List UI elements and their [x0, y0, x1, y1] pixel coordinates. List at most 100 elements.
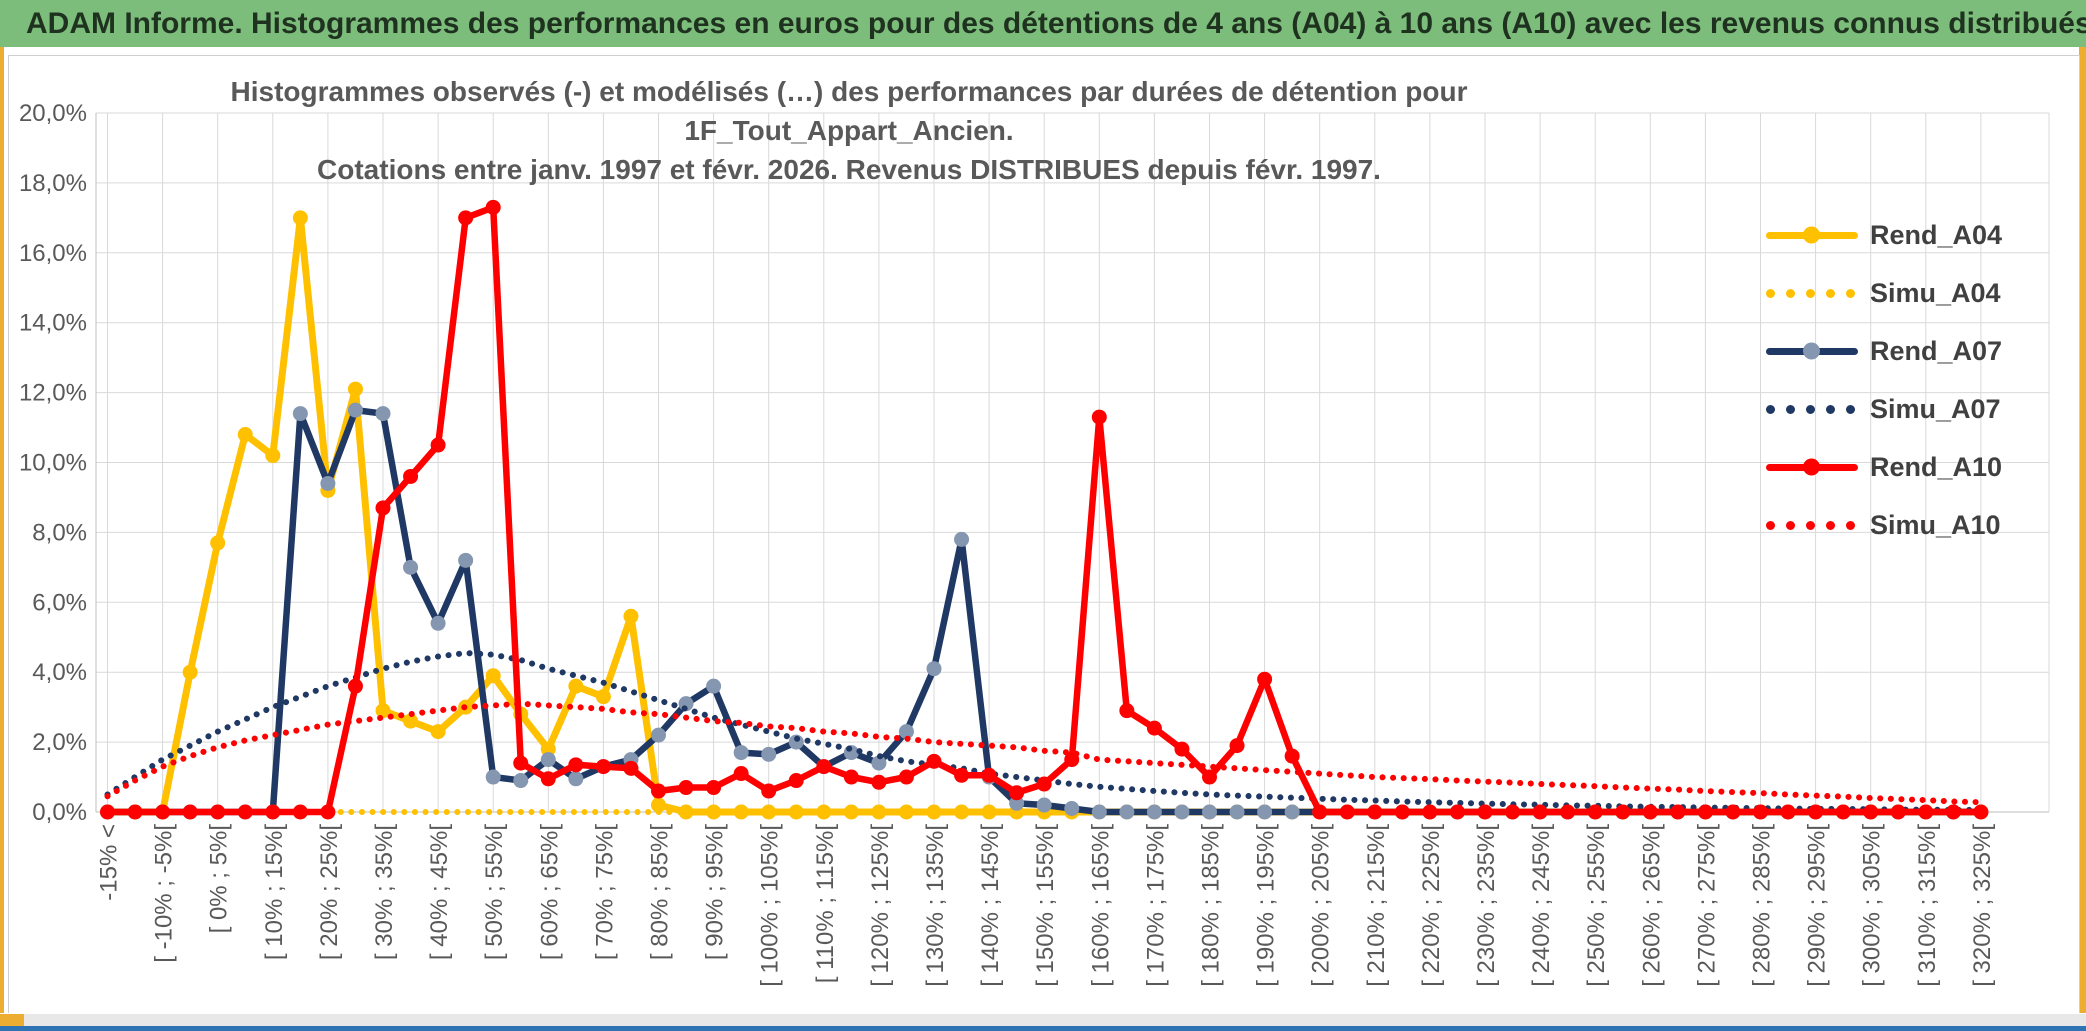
series-Simu_A07[interactable]: [104, 650, 1984, 813]
marker-Rend_A10: [1505, 804, 1521, 820]
x-tick-label: [ 0% ; 5%[: [206, 824, 233, 934]
marker-Rend_A10: [1422, 804, 1438, 820]
marker-Rend_A04: [237, 427, 253, 443]
marker-Rend_A04: [898, 804, 914, 820]
marker-Rend_A07: [430, 615, 446, 631]
x-tick-label: -15% <: [96, 824, 123, 901]
legend-item-Rend_A10[interactable]: Rend_A10: [1766, 438, 2002, 496]
x-tick-label: [ 210% ; 215%[: [1363, 824, 1390, 987]
x-tick-label: [ 40% ; 45%[: [426, 824, 453, 960]
app-title-bar: ADAM Informe. Histogrammes des performan…: [0, 0, 2086, 47]
marker-Rend_A07: [706, 678, 722, 694]
marker-Rend_A07: [375, 406, 391, 422]
marker-Rend_A10: [1284, 748, 1300, 764]
marker-Rend_A10: [540, 771, 556, 787]
marker-Rend_A04: [265, 448, 281, 464]
marker-Rend_A10: [1863, 804, 1879, 820]
legend-item-Simu_A07[interactable]: Simu_A07: [1766, 380, 2001, 438]
x-tick-label: [ 160% ; 165%[: [1087, 824, 1114, 987]
marker-Rend_A10: [623, 760, 639, 776]
marker-Rend_A04: [761, 804, 777, 820]
marker-Rend_A10: [1615, 804, 1631, 820]
x-tick-label: [ 220% ; 225%[: [1418, 824, 1445, 987]
legend-item-Simu_A04[interactable]: Simu_A04: [1766, 264, 2001, 322]
x-tick-label: [ 310% ; 315%[: [1914, 824, 1941, 987]
marker-Rend_A10: [403, 468, 419, 484]
marker-Rend_A04: [623, 608, 639, 624]
x-tick-label: [ 90% ; 95%[: [702, 824, 729, 960]
marker-Rend_A10: [1670, 804, 1686, 820]
marker-Rend_A07: [1091, 804, 1107, 820]
marker-Rend_A10: [788, 773, 804, 789]
x-tick-label: [ 60% ; 65%[: [536, 824, 563, 960]
y-tick-label: 0,0%: [32, 799, 87, 826]
marker-Rend_A07: [733, 745, 749, 761]
marker-Rend_A10: [1835, 804, 1851, 820]
legend-label: Rend_A10: [1870, 451, 2003, 482]
marker-Rend_A10: [430, 437, 446, 453]
x-tick-label: [ 120% ; 125%[: [867, 824, 894, 987]
x-tick-label: [ 150% ; 155%[: [1032, 824, 1059, 987]
legend-item-Simu_A10[interactable]: Simu_A10: [1766, 496, 2001, 554]
right-gold-border: [2079, 47, 2086, 1026]
x-tick-label: [ 190% ; 195%[: [1253, 824, 1280, 987]
marker-Rend_A10: [1945, 804, 1961, 820]
marker-Rend_A10: [347, 678, 363, 694]
marker-Rend_A10: [1229, 738, 1245, 754]
legend-item-Rend_A04[interactable]: Rend_A04: [1766, 206, 2002, 264]
y-tick-label: 2,0%: [32, 729, 87, 756]
marker-Rend_A07: [1064, 801, 1080, 817]
marker-Rend_A07: [871, 755, 887, 771]
series-line-Simu_A07[interactable]: [104, 650, 1984, 813]
y-tick-label: 16,0%: [19, 240, 87, 267]
marker-Rend_A07: [1229, 804, 1245, 820]
marker-Rend_A10: [320, 804, 336, 820]
legend-label: Simu_A10: [1870, 509, 2001, 540]
marker-Rend_A07: [485, 769, 501, 785]
x-tick-label: [ 130% ; 135%[: [922, 824, 949, 987]
legend-label: Rend_A04: [1870, 219, 2003, 250]
marker-Rend_A04: [182, 664, 198, 680]
series-Simu_A10[interactable]: [104, 700, 1984, 806]
marker-Rend_A07: [651, 727, 666, 743]
x-tick-label: [ 320% ; 325%[: [1969, 824, 1996, 987]
y-tick-label: 10,0%: [19, 450, 87, 477]
marker-Rend_A07: [292, 406, 308, 422]
x-tick-label: [ 50% ; 55%[: [481, 824, 508, 960]
marker-Rend_A07: [1119, 804, 1135, 820]
marker-Rend_A10: [1725, 804, 1741, 820]
marker-Rend_A10: [1449, 804, 1465, 820]
marker-Rend_A10: [1394, 804, 1410, 820]
bottom-blue-strip: [0, 1026, 2086, 1031]
marker-Rend_A10: [1642, 804, 1658, 820]
horizontal-scrollbar[interactable]: [0, 1013, 2086, 1027]
chart-area[interactable]: 0,0% 2,0% 4,0% 6,0% 8,0% 10,0% 12,0% 14,0% 16,0%…: [8, 55, 2080, 1015]
marker-Rend_A04: [292, 210, 308, 226]
legend-sample-dotted-icon: [1766, 520, 1858, 530]
y-tick-label: 20,0%: [19, 100, 87, 127]
marker-Rend_A10: [292, 804, 308, 820]
marker-Rend_A07: [926, 661, 942, 677]
marker-Rend_A10: [981, 767, 997, 783]
marker-Rend_A10: [1532, 804, 1548, 820]
marker-Rend_A04: [430, 724, 446, 740]
marker-Rend_A10: [1973, 804, 1989, 820]
legend-sample-solid-icon: [1766, 458, 1858, 476]
legend-item-Rend_A07[interactable]: Rend_A07: [1766, 322, 2002, 380]
marker-Rend_A10: [1560, 804, 1576, 820]
chart-canvas: 0,0% 2,0% 4,0% 6,0% 8,0% 10,0% 12,0% 14,0% 16,0%…: [19, 100, 2050, 987]
marker-Rend_A10: [678, 780, 694, 796]
marker-Rend_A04: [651, 797, 666, 813]
marker-Rend_A07: [1146, 804, 1162, 820]
marker-Rend_A10: [513, 755, 529, 771]
series-line-Simu_A10[interactable]: [104, 700, 1984, 806]
marker-Rend_A10: [926, 753, 942, 769]
marker-Rend_A10: [1174, 741, 1190, 757]
x-tick-label: [ 260% ; 265%[: [1638, 824, 1665, 987]
series-Rend_A10[interactable]: [100, 199, 1989, 820]
marker-Rend_A07: [898, 724, 914, 740]
marker-Rend_A04: [540, 741, 556, 757]
x-tick-label: [ 300% ; 305%[: [1859, 824, 1886, 987]
marker-Rend_A10: [706, 780, 722, 796]
marker-Rend_A10: [1202, 769, 1217, 785]
